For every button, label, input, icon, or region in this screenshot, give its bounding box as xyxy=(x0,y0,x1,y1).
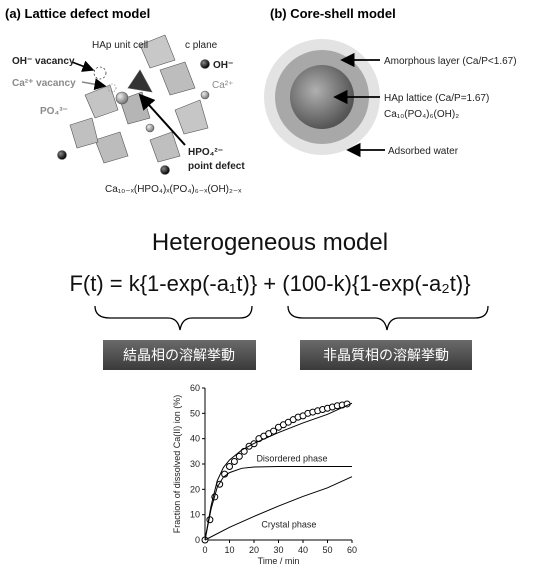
y-tick-label: 40 xyxy=(190,434,200,444)
ca-vacancy-label: Ca²⁺ vacancy xyxy=(12,78,76,89)
heading: Heterogeneous model xyxy=(152,229,388,256)
y-tick-label: 20 xyxy=(190,484,200,494)
x-tick-label: 40 xyxy=(298,545,308,555)
amorphous-label: Amorphous layer (Ca/P<1.67) xyxy=(384,56,517,67)
x-tick-label: 0 xyxy=(202,545,207,555)
data-point xyxy=(227,464,233,470)
panel-a-title: (a) Lattice defect model xyxy=(5,6,150,21)
x-tick-label: 60 xyxy=(347,545,357,555)
curve-label: Disordered phase xyxy=(256,453,327,463)
brace xyxy=(95,306,252,330)
chart: 0 10 20 30 40 50 60 0 10 20 30 40 50 60 Time / min Frac… xyxy=(172,383,357,565)
point-defect-label: point defect xyxy=(188,161,245,172)
y-tick-label: 60 xyxy=(190,383,200,393)
y-tick-label: 30 xyxy=(190,459,200,469)
x-tick-label: 10 xyxy=(224,545,234,555)
y-tick-label: 50 xyxy=(190,408,200,418)
panel-b-title: (b) Core-shell model xyxy=(270,6,396,21)
x-tick-label: 50 xyxy=(322,545,332,555)
hpo4-label: HPO₄²⁻ xyxy=(188,147,223,158)
data-point xyxy=(231,458,237,464)
c-plane-label: c plane xyxy=(185,40,218,51)
y-axis-label: Fraction of dissolved Ca(II) ion (%) xyxy=(172,395,182,534)
water-label: Adsorbed water xyxy=(388,146,459,157)
oh-vacancy-label: OH⁻ vacancy xyxy=(12,56,75,67)
y-tick-label: 0 xyxy=(195,535,200,545)
curve xyxy=(205,477,352,540)
brace xyxy=(288,306,488,330)
y-tick-label: 10 xyxy=(190,510,200,520)
x-tick-label: 30 xyxy=(273,545,283,555)
crystal-label: 結晶相の溶解挙動 xyxy=(123,347,235,363)
lattice-illustration xyxy=(58,35,210,175)
equation: F(t) = k{1-exp(-a₁t)} + (100-k){1-exp(-a… xyxy=(69,271,470,296)
x-axis-label: Time / min xyxy=(258,556,300,565)
defect-formula: Ca₁₀₋ₓ(HPO₄)ₓ(PO₄)₆₋ₓ(OH)₂₋ₓ xyxy=(105,184,242,195)
lattice-formula: Ca₁₀(PO₄)₆(OH)₂ xyxy=(384,109,459,120)
amorphous-phase-label: 非晶質相の溶解挙動 xyxy=(323,347,449,363)
figure: (a) Lattice defect model HAp unit cell c… xyxy=(0,0,539,565)
curve-label: Crystal phase xyxy=(261,519,316,529)
unit-cell-label: HAp unit cell xyxy=(92,40,148,51)
po4-label: PO₄³⁻ xyxy=(40,106,68,117)
lattice-label: HAp lattice (Ca/P=1.67) xyxy=(384,93,489,104)
ca-ion-label: Ca²⁺ xyxy=(212,80,233,91)
oh-ion-label: OH⁻ xyxy=(213,60,233,71)
core-shell-illustration xyxy=(264,39,385,155)
x-tick-label: 20 xyxy=(249,545,259,555)
page: { "panel_a": { "title": "(a) Lattice def… xyxy=(0,0,539,565)
